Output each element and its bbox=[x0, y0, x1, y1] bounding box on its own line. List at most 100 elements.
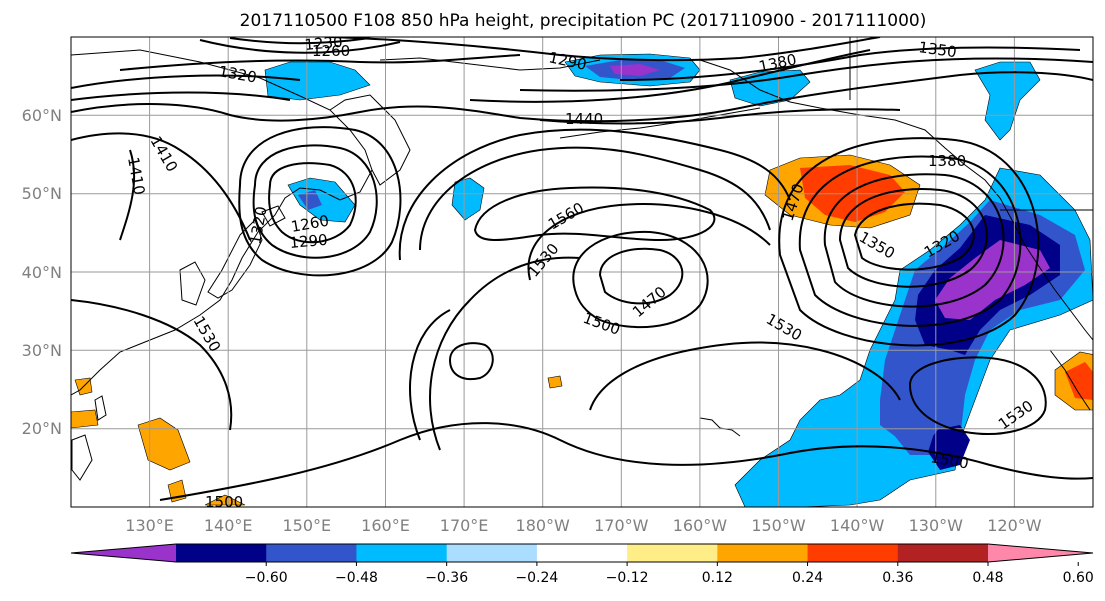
colorbar-extend-min bbox=[71, 544, 176, 562]
figure-title: 2017110500 F108 850 hPa height, precipit… bbox=[240, 11, 927, 31]
contour-ridge-2 bbox=[398, 128, 791, 261]
contour-1560 bbox=[473, 186, 716, 242]
contour-label: 1440 bbox=[565, 110, 603, 128]
lat-tick: 30°N bbox=[22, 341, 62, 360]
contour-gulf-low-1 bbox=[853, 202, 975, 271]
graticule bbox=[71, 37, 1093, 507]
lon-tick: 150°W bbox=[751, 516, 806, 535]
colorbar-tick-label: 0.60 bbox=[1063, 570, 1094, 586]
taiwan bbox=[94, 395, 107, 421]
colorbar-tick-label: 0.12 bbox=[702, 570, 733, 586]
colorbar-swatch bbox=[446, 544, 538, 562]
colorbar-swatch bbox=[717, 544, 809, 562]
contour-1530-south bbox=[409, 309, 901, 441]
colorbar-swatch bbox=[897, 544, 989, 562]
kamchatka-coast bbox=[329, 94, 411, 186]
contour-gulf-low-2 bbox=[838, 188, 988, 288]
contour-1320 bbox=[119, 46, 1081, 81]
precip-alaska bbox=[729, 69, 811, 107]
colorbar-swatch bbox=[356, 544, 448, 562]
contour-1350 bbox=[71, 57, 1093, 92]
contour-low-2 bbox=[252, 144, 378, 259]
contour-label: 1230 bbox=[304, 33, 344, 54]
contour-1290-top bbox=[329, 37, 881, 62]
siberia-north-coast bbox=[379, 57, 601, 71]
contour-gulf-low-3 bbox=[823, 173, 1005, 308]
contour-label: 1290 bbox=[289, 231, 329, 252]
precip-wpac-pos-1 bbox=[137, 417, 191, 471]
colorbar-outline bbox=[70, 543, 1094, 563]
precip-neg-band-core bbox=[935, 240, 1050, 320]
contour-1260 bbox=[199, 39, 401, 54]
lon-tick: 160°E bbox=[361, 516, 410, 535]
lon-tick: 180°W bbox=[516, 516, 571, 535]
contour-1380 bbox=[71, 49, 871, 103]
lon-tick: 120°W bbox=[987, 516, 1042, 535]
contour-label: 1350 bbox=[917, 38, 957, 61]
mexico-coast bbox=[1049, 349, 1091, 411]
aleutians bbox=[559, 107, 761, 139]
precip-wpac-pos-6 bbox=[204, 494, 246, 506]
colorbar-tick-label: −0.24 bbox=[515, 570, 558, 586]
lat-tick: 40°N bbox=[22, 263, 62, 282]
height-contours bbox=[71, 37, 1093, 501]
contour-gulf-low-4 bbox=[798, 155, 1022, 327]
lat-tick: 20°N bbox=[22, 419, 62, 438]
precip-kuril-mid bbox=[298, 190, 322, 210]
contour-label: 1260 bbox=[312, 42, 350, 60]
lat-ticks: 60°N 50°N 40°N 30°N 20°N bbox=[22, 106, 62, 438]
precip-baja-pos-core bbox=[1065, 362, 1093, 400]
japan-hokkaido bbox=[261, 205, 286, 227]
contour-1530-southwest bbox=[71, 299, 233, 431]
map-frame bbox=[70, 36, 1094, 508]
contour-low-1 bbox=[268, 162, 357, 244]
contour-1500-low bbox=[572, 230, 709, 329]
contour-low-3 bbox=[238, 126, 402, 277]
colorbar-tick-label: 0.48 bbox=[972, 570, 1003, 586]
lon-tick: 150°E bbox=[282, 516, 331, 535]
hawaii bbox=[699, 417, 741, 437]
alaska-coast bbox=[699, 59, 1093, 341]
colorbar-extend-max bbox=[988, 544, 1093, 562]
lon-tick: 140°E bbox=[204, 516, 253, 535]
contour-1440 bbox=[71, 108, 901, 241]
lon-tick: 130°W bbox=[909, 516, 964, 535]
lon-tick: 170°E bbox=[440, 516, 489, 535]
colorbar: −0.60 −0.48 −0.36 −0.24 −0.12 0.12 0.24 0.36 0.4… bbox=[70, 543, 1094, 586]
lon-tick: 140°W bbox=[830, 516, 885, 535]
contour-gulf-low-5 bbox=[778, 137, 1040, 347]
colorbar-swatch bbox=[176, 544, 267, 562]
colorbar-tick-label: −0.36 bbox=[425, 570, 468, 586]
lon-ticks: 130°E 140°E 150°E 160°E 170°E 180°W 170°… bbox=[125, 516, 1041, 535]
colorbar-tick-label: 0.24 bbox=[792, 570, 823, 586]
coastlines bbox=[71, 37, 1093, 481]
colorbar-swatch bbox=[266, 544, 357, 562]
contour-1230 bbox=[229, 37, 371, 45]
precip-neg-band-south-dark bbox=[928, 425, 970, 470]
korea bbox=[179, 261, 206, 306]
lon-tick: 170°W bbox=[594, 516, 649, 535]
contour-ridge-1 bbox=[419, 146, 771, 251]
precip-midpac bbox=[451, 177, 485, 221]
precip-wpac-pos-3 bbox=[71, 409, 99, 429]
contour-label: 1380 bbox=[928, 152, 966, 170]
contour-1530 bbox=[429, 203, 771, 451]
contour-small-high bbox=[448, 342, 494, 380]
contour-1500-south bbox=[159, 422, 1093, 501]
contour-1470-low bbox=[598, 247, 684, 305]
contour-1410 bbox=[71, 71, 1093, 241]
lon-tick: 160°W bbox=[673, 516, 728, 535]
lat-tick: 50°N bbox=[22, 184, 62, 203]
contour-east-high bbox=[908, 356, 1047, 435]
colorbar-tick-label: −0.48 bbox=[335, 570, 378, 586]
precip-kuril bbox=[287, 177, 356, 223]
map-panel: 1230 1260 1320 1290 1380 1350 1440 1410 … bbox=[71, 33, 1093, 511]
lon-tick: 130°E bbox=[125, 516, 174, 535]
contour-label: 1500 bbox=[205, 493, 243, 511]
colorbar-tick-label: 0.36 bbox=[882, 570, 913, 586]
philippines bbox=[71, 434, 93, 481]
lat-tick: 60°N bbox=[22, 106, 62, 125]
precip-wpac-pos-5 bbox=[547, 375, 563, 389]
colorbar-swatch bbox=[536, 544, 628, 562]
